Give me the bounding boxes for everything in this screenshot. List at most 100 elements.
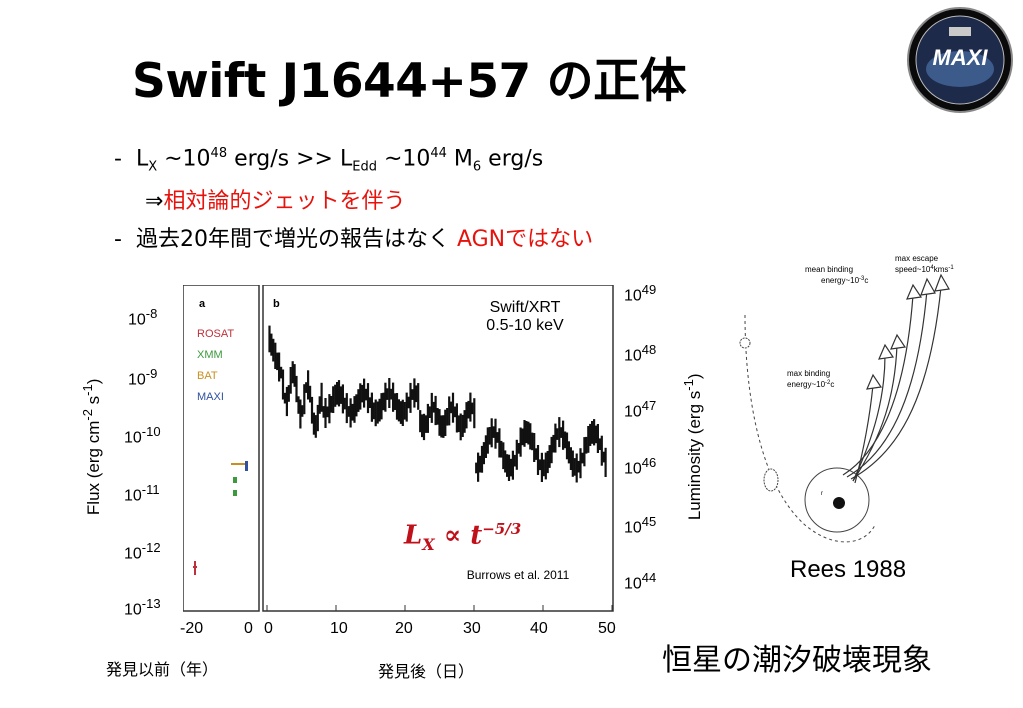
light-curve-point [444, 409, 447, 436]
light-curve-point [507, 454, 511, 481]
light-curve-point [494, 418, 497, 449]
flux-tick: 10-10 [124, 424, 161, 447]
light-curve-point [548, 445, 551, 468]
light-curve-point [593, 419, 596, 446]
light-curve-point [268, 325, 271, 353]
light-curve-point [341, 384, 344, 414]
light-curve-point [591, 421, 594, 444]
light-curve-point [424, 415, 428, 433]
light-curve-point [336, 382, 339, 405]
light-curve-point [392, 382, 395, 412]
light-curve-point [469, 392, 472, 422]
x-label-before-discovery: 発見以前（年） [106, 660, 219, 679]
light-curve-point [438, 409, 441, 436]
luminosity-tick: 1044 [624, 570, 657, 593]
light-curve-point [361, 384, 364, 403]
light-curve-point [421, 414, 424, 438]
light-curve-point [324, 398, 327, 428]
light-curve-point [596, 424, 599, 453]
light-curve-point [351, 403, 354, 421]
light-curve-point [320, 382, 323, 412]
light-curve-point [511, 450, 514, 480]
light-curve-point [384, 382, 387, 412]
light-curve-point [339, 386, 343, 404]
light-curve-point [575, 453, 578, 483]
light-curve-point [500, 440, 503, 458]
light-curve-point [299, 399, 302, 429]
light-curve-point [475, 462, 478, 474]
light-curve-point [345, 393, 348, 424]
light-curve-point [289, 367, 292, 394]
light-curve-point [544, 452, 547, 480]
light-curve-point [310, 396, 314, 424]
flux-tick: 10-11 [124, 482, 160, 505]
light-curve-point [440, 415, 443, 438]
luminosity-axis-title: Luminosity (erg s-1) [681, 373, 704, 521]
light-curve-point [334, 384, 337, 407]
light-curve-point [446, 408, 449, 426]
light-curve-point [583, 437, 586, 467]
light-curve-point [353, 396, 356, 423]
light-curve-plot: a b ROSAT XMM BAT MAXI Burrows et al. 20… [182, 284, 615, 613]
light-curve-point [376, 401, 379, 424]
x-tick-after: 40 [530, 620, 548, 637]
light-curve-point [283, 392, 286, 404]
light-curve-point [490, 418, 493, 448]
x-tick-after: 50 [598, 620, 616, 637]
light-curve-point [417, 383, 420, 410]
light-curve-point [318, 396, 321, 414]
light-curve-point [598, 438, 601, 450]
logo-wordmark: MAXI [933, 45, 989, 70]
instrument-label: Swift/XRT 0.5-10 keV [486, 299, 564, 334]
light-curve-point [448, 396, 451, 426]
legend-bat: BAT [197, 370, 218, 382]
bullet-agn: - 過去20年間で増光の報告はなく AGNではない [114, 227, 594, 252]
light-curve-point [426, 403, 429, 433]
bullet-luminosity: - LX ~1048 erg/s >> LEdd ~1044 M6 erg/s [114, 146, 544, 175]
power-law-formula: LX ∝ t−5/3 [404, 520, 522, 554]
legend-xmm: XMM [197, 349, 223, 361]
svg-text:max escape: max escape [895, 255, 939, 263]
svg-text:max binding: max binding [787, 369, 830, 378]
light-curve-point [388, 378, 391, 408]
x-tick-before: 0 [244, 620, 253, 637]
light-curve-point [366, 383, 370, 414]
light-curve-point [569, 447, 572, 470]
panel-a-label: a [199, 298, 206, 310]
light-curve-point [303, 384, 306, 415]
luminosity-tick: 1046 [624, 455, 657, 478]
light-curve-point [506, 454, 509, 477]
light-curve-point [382, 392, 385, 411]
light-curve-point [450, 401, 453, 414]
svg-text:r: r [821, 491, 823, 497]
light-curve-point [504, 450, 507, 473]
xmm-point [233, 490, 237, 496]
light-curve-point [442, 415, 445, 438]
light-curve-point [272, 338, 275, 362]
flux-tick: 10-13 [124, 596, 161, 619]
flux-tick: 10-8 [128, 306, 158, 329]
light-curve-point [581, 452, 584, 464]
incoming-star [739, 337, 751, 349]
bat-point [231, 463, 245, 465]
light-curve-point [488, 427, 491, 445]
light-curve-point [540, 452, 543, 482]
light-curve-point [535, 448, 538, 460]
light-curve-point [405, 392, 408, 422]
light-curve-point [436, 408, 439, 425]
light-curve-point [457, 415, 460, 433]
slide-title: Swift J1644+57 の正体 [132, 54, 687, 109]
svg-text:energy~10-3c: energy~10-3c [821, 276, 868, 285]
light-curve-point [546, 451, 549, 474]
svg-text:mean binding: mean binding [805, 265, 853, 274]
light-curve-point [347, 406, 350, 417]
light-curve-point [270, 333, 273, 356]
light-curve-point [471, 402, 474, 415]
flux-axis-title: Flux (erg cm-2 s-1) [80, 378, 103, 516]
light-curve-point [357, 389, 360, 412]
light-curve-point [604, 447, 607, 477]
light-curve-point [276, 352, 279, 371]
light-curve-point [372, 402, 375, 420]
light-curve-point [515, 439, 518, 470]
light-curve-point [274, 342, 277, 369]
